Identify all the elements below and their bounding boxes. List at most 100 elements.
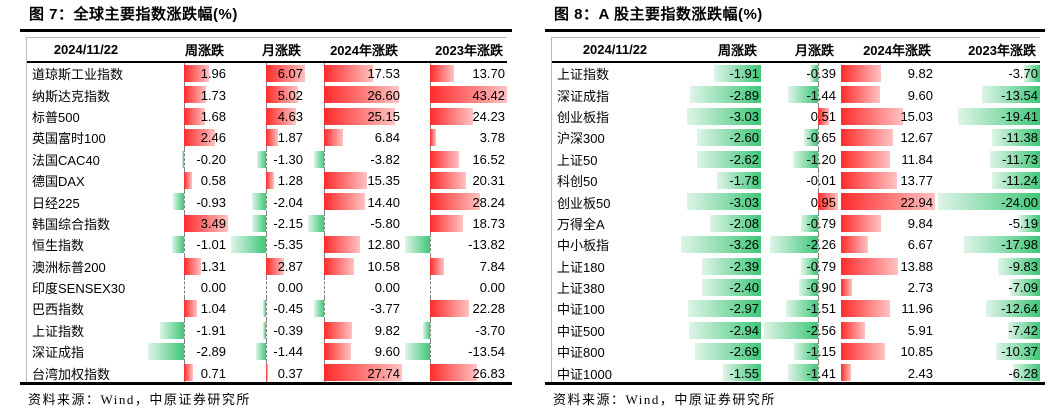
- positive-databar: [841, 214, 882, 232]
- value-label: 6.84: [374, 130, 400, 146]
- positive-databar: [184, 129, 216, 147]
- negative-databar: [938, 193, 1040, 211]
- negative-databar: [681, 236, 761, 254]
- value-label: -2.56: [806, 322, 836, 338]
- databar-axis: [324, 212, 326, 235]
- value-label: 6.07: [277, 66, 303, 82]
- positive-databar: [841, 300, 890, 318]
- value-label: 0.71: [200, 365, 226, 381]
- index-name: 法国CAC40: [32, 152, 100, 168]
- negative-databar: [313, 300, 325, 318]
- value-cell: 1.73: [148, 84, 228, 106]
- positive-databar: [841, 129, 893, 147]
- value-cell: -1.20: [764, 148, 838, 170]
- negative-databar: [787, 86, 818, 104]
- column-header: 月涨跌: [794, 43, 834, 58]
- index-name: 上证180: [557, 259, 605, 275]
- value-label: -10.37: [1001, 344, 1038, 360]
- databar-axis: [184, 276, 186, 299]
- positive-databar: [184, 214, 228, 232]
- databar-axis: [817, 298, 819, 320]
- value-label: 6.67: [907, 237, 933, 253]
- value-cell: 27.74: [308, 362, 402, 384]
- value-cell: 10.58: [308, 255, 402, 277]
- value-label: -3.03: [729, 108, 759, 124]
- value-label: 0.58: [200, 173, 226, 189]
- positive-databar: [324, 321, 352, 339]
- value-cell: 1.31: [148, 255, 228, 277]
- value-label: -2.08: [729, 215, 759, 231]
- databar-axis: [265, 191, 267, 213]
- value-label: -5.80: [370, 215, 400, 231]
- value-label: -2.62: [729, 151, 759, 167]
- value-cell: 2.43: [841, 362, 935, 383]
- value-cell: 9.60: [841, 84, 935, 105]
- value-label: -2.60: [729, 130, 759, 146]
- value-cell: 16.52: [405, 148, 507, 170]
- negative-databar: [717, 171, 761, 189]
- positive-databar: [841, 65, 882, 82]
- table-row: 纳斯达克指数 1.73 5.02 26.60 43.42: [27, 84, 507, 106]
- index-name: 深证成指: [557, 88, 610, 104]
- index-name: 上证指数: [557, 67, 610, 83]
- databar-axis: [265, 212, 267, 235]
- value-label: 15.03: [900, 108, 933, 124]
- value-label: 10.58: [367, 258, 400, 274]
- databar-axis: [429, 319, 431, 342]
- negative-databar: [231, 236, 266, 254]
- positive-databar: [184, 300, 198, 318]
- negative-databar: [694, 343, 761, 361]
- value-label: 18.73: [472, 215, 505, 231]
- table-row: 法国CAC40 -0.20 -1.30 -3.82 16.52: [27, 148, 507, 170]
- positive-databar: [841, 86, 881, 104]
- value-cell: -2.97: [681, 298, 761, 319]
- value-cell: 1.04: [148, 298, 228, 320]
- positive-databar: [429, 364, 478, 382]
- table-header-row: 2024/11/22 周涨跌 月涨跌 2024年涨跌 2023年涨跌: [552, 38, 1040, 63]
- index-name: 澳洲标普200: [32, 259, 106, 275]
- value-label: -11.38: [1002, 130, 1038, 146]
- value-cell: -0.39: [764, 63, 838, 85]
- index-name: 上证50: [557, 152, 598, 168]
- table-row: 中证800 -2.69 -1.15 10.85 -10.37: [552, 341, 1040, 363]
- index-name: 沪深300: [557, 131, 605, 147]
- value-cell: 15.03: [841, 106, 935, 127]
- negative-databar: [801, 257, 818, 275]
- value-cell: -24.00: [938, 191, 1040, 212]
- value-label: -6.28: [1008, 365, 1038, 381]
- negative-databar: [148, 343, 185, 361]
- value-cell: -1.44: [764, 84, 838, 106]
- table-row: 科创50 -1.78 -0.01 13.77 -11.24: [552, 169, 1040, 192]
- positive-databar: [324, 193, 365, 211]
- value-label: 0.51: [810, 108, 836, 124]
- positive-databar: [324, 107, 395, 125]
- databar-axis: [265, 319, 267, 342]
- value-label: 0.37: [277, 365, 303, 381]
- value-label: -5.35: [273, 237, 303, 253]
- value-cell: 12.80: [308, 234, 402, 256]
- negative-databar: [423, 321, 430, 339]
- positive-databar: [184, 86, 206, 104]
- negative-databar: [690, 86, 761, 104]
- value-cell: -0.93: [148, 191, 228, 213]
- value-label: -3.70: [475, 322, 505, 338]
- negative-databar: [696, 150, 761, 168]
- value-cell: -0.90: [764, 276, 838, 299]
- databar-axis: [265, 148, 267, 170]
- value-label: -2.94: [729, 322, 759, 338]
- negative-databar: [992, 171, 1040, 189]
- value-label: -3.82: [370, 151, 400, 167]
- column-header: 2023年涨跌: [968, 43, 1036, 58]
- value-cell: 1.96: [148, 63, 228, 85]
- value-cell: -13.54: [938, 84, 1040, 105]
- value-cell: -1.55: [681, 362, 761, 383]
- value-cell: -2.94: [681, 320, 761, 341]
- table-row: 上证指数 -1.91 -0.39 9.82 -3.70: [27, 319, 507, 342]
- value-label: 9.82: [907, 66, 933, 82]
- value-cell: -1.15: [764, 341, 838, 363]
- value-cell: -3.70: [405, 319, 507, 342]
- value-label: 0.95: [810, 194, 836, 210]
- table-row: 中小板指 -3.26 -2.26 6.67 -17.98: [552, 234, 1040, 256]
- databar-axis: [429, 276, 431, 299]
- value-cell: -1.91: [681, 63, 761, 84]
